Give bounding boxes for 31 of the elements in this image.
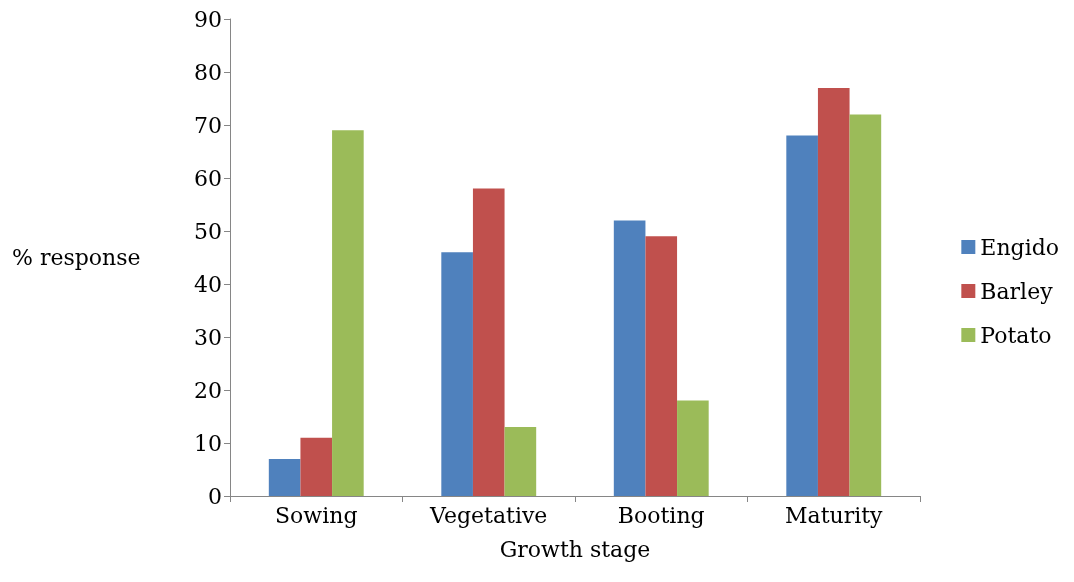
x-tick-label: Vegetative bbox=[429, 502, 548, 528]
bar bbox=[817, 87, 850, 496]
bar bbox=[504, 427, 537, 496]
y-tick-label: 30 bbox=[194, 324, 222, 350]
x-axis-title: Growth stage bbox=[499, 536, 651, 562]
x-tick-label: Sowing bbox=[275, 502, 358, 528]
y-tick-label: 50 bbox=[194, 218, 222, 244]
bar bbox=[472, 188, 505, 496]
x-tick-label: Booting bbox=[617, 502, 705, 528]
bar bbox=[268, 458, 301, 496]
bar bbox=[441, 252, 473, 496]
bar bbox=[849, 114, 882, 496]
y-tick-label: 60 bbox=[194, 165, 222, 191]
y-tick-label: 20 bbox=[194, 377, 222, 403]
y-axis-title: % response bbox=[12, 244, 141, 270]
legend-label: Barley bbox=[980, 278, 1054, 304]
legend-label: Potato bbox=[980, 322, 1052, 348]
x-tick-label: Maturity bbox=[785, 502, 884, 528]
legend-label: Engido bbox=[980, 234, 1060, 260]
y-tick-label: 10 bbox=[194, 430, 222, 456]
y-tick-label: 80 bbox=[194, 59, 222, 85]
y-tick-label: 70 bbox=[194, 112, 222, 138]
y-tick-label: 40 bbox=[194, 271, 222, 297]
bar bbox=[645, 236, 678, 496]
bar bbox=[300, 437, 333, 496]
bar bbox=[332, 130, 364, 496]
y-tick-label: 0 bbox=[208, 483, 222, 509]
y-tick-label: 90 bbox=[194, 6, 222, 32]
bar bbox=[613, 220, 646, 496]
bar bbox=[786, 135, 818, 496]
bar bbox=[677, 400, 709, 496]
